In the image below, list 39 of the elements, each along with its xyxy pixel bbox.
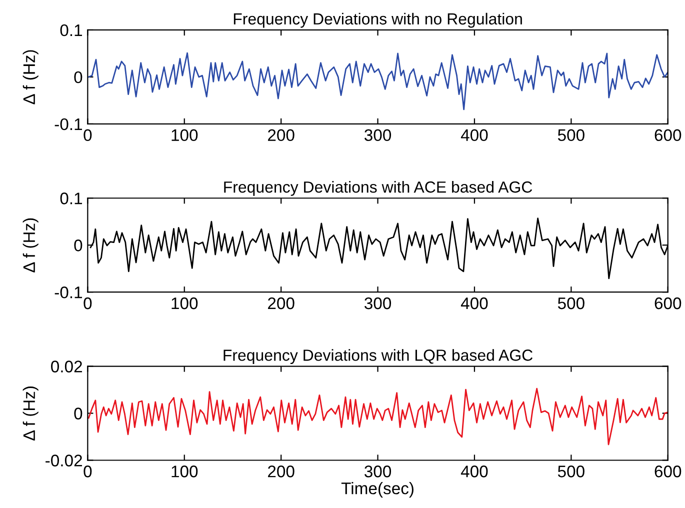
y-tick-label: -0.02 [46, 454, 82, 466]
x-tick-label: 100 [172, 297, 198, 310]
x-tick-label: 500 [558, 466, 584, 478]
x-tick-label: 400 [460, 466, 488, 478]
y-tick-label: 0 [74, 408, 82, 420]
x-tick-label: 600 [654, 129, 682, 142]
y-tick-label: -0.1 [54, 286, 82, 298]
x-tick-label: 200 [268, 466, 294, 478]
y-tick-label: -0.1 [54, 118, 82, 130]
y-tick-label: 0.1 [60, 24, 82, 36]
x-tick-label: 200 [268, 129, 294, 142]
x-tick-label: 100 [172, 129, 198, 142]
x-tick-label: 400 [460, 129, 488, 142]
line-series [88, 52, 668, 110]
x-axis-title: Time(sec) [341, 482, 414, 498]
x-tick-label: 400 [460, 297, 488, 310]
x-tick-label: 200 [268, 297, 294, 310]
x-tick-label: 500 [558, 297, 584, 310]
x-tick-label: 600 [654, 297, 682, 310]
line-series [88, 388, 668, 446]
x-tick-label: 300 [364, 466, 392, 478]
y-tick-label: 0.02 [51, 360, 82, 372]
x-tick-label: 100 [172, 466, 198, 478]
chart-title: Frequency Deviations with LQR based AGC [224, 349, 533, 364]
x-tick-label: 500 [558, 129, 584, 142]
x-tick-label: 300 [364, 297, 392, 310]
x-tick-label: 300 [364, 129, 392, 142]
x-tick-label: 0 [84, 466, 92, 478]
y-axis-title: Δ f (Hz) [22, 218, 38, 272]
y-tick-label: 0.1 [60, 192, 82, 204]
chart-title: Frequency Deviations with no Regulation [234, 12, 522, 28]
chart-title: Frequency Deviations with ACE based AGC [224, 180, 532, 196]
y-tick-label: 0 [74, 71, 82, 84]
x-tick-label: 0 [84, 297, 92, 310]
x-tick-label: 0 [84, 129, 92, 142]
y-tick-label: 0 [74, 240, 82, 252]
x-tick-label: 600 [654, 466, 682, 478]
y-axis-title: Δ f (Hz) [22, 386, 38, 441]
y-axis-title: Δ f (Hz) [22, 50, 38, 104]
